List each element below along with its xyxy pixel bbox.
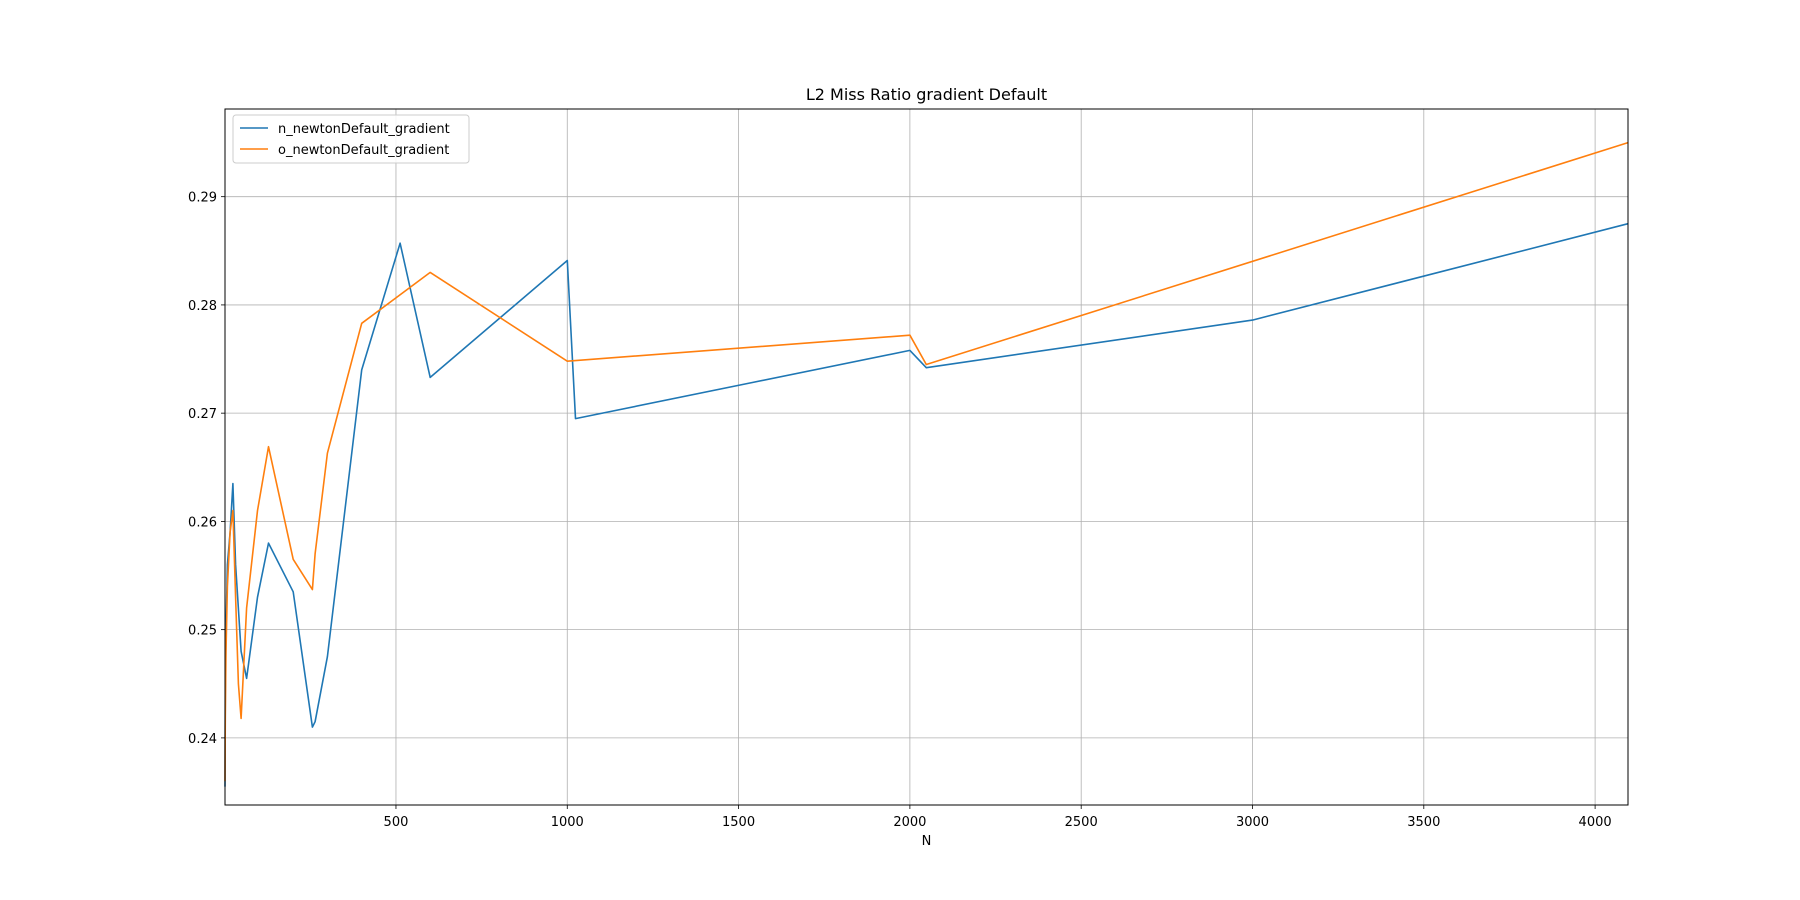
x-axis: 500 1000 1500 2000 2500 3000 3500 4000 bbox=[384, 805, 1612, 830]
x-tick-label: 4000 bbox=[1579, 815, 1612, 830]
legend-label: n_newtonDefault_gradient bbox=[278, 122, 450, 137]
x-tick-label: 2000 bbox=[893, 815, 926, 830]
x-axis-label: N bbox=[922, 834, 932, 849]
y-tick-label: 0.29 bbox=[188, 191, 217, 206]
y-tick-label: 0.24 bbox=[188, 732, 217, 747]
y-tick-label: 0.27 bbox=[188, 407, 217, 422]
x-tick-label: 2500 bbox=[1065, 815, 1098, 830]
series-line-2 bbox=[224, 141, 1629, 782]
y-axis: 0.24 0.25 0.26 0.27 0.28 0.29 bbox=[188, 191, 225, 747]
legend-box bbox=[232, 114, 470, 164]
plot-frame bbox=[224, 108, 1629, 806]
x-tick-label: 3500 bbox=[1407, 815, 1440, 830]
y-tick-label: 0.26 bbox=[188, 515, 217, 530]
x-tick-label: 3000 bbox=[1236, 815, 1269, 830]
x-tick-label: 500 bbox=[384, 815, 409, 830]
series-lines bbox=[224, 141, 1629, 787]
grid bbox=[225, 109, 1628, 805]
x-tick-label: 1000 bbox=[551, 815, 584, 830]
y-tick-label: 0.28 bbox=[188, 299, 217, 314]
x-tick-label: 1500 bbox=[722, 815, 755, 830]
chart-title: L2 Miss Ratio gradient Default bbox=[806, 85, 1047, 104]
y-tick-label: 0.25 bbox=[188, 624, 217, 639]
legend: n_newtonDefault_gradient o_newtonDefault_… bbox=[232, 114, 470, 164]
legend-label: o_newtonDefault_gradient bbox=[278, 143, 449, 158]
